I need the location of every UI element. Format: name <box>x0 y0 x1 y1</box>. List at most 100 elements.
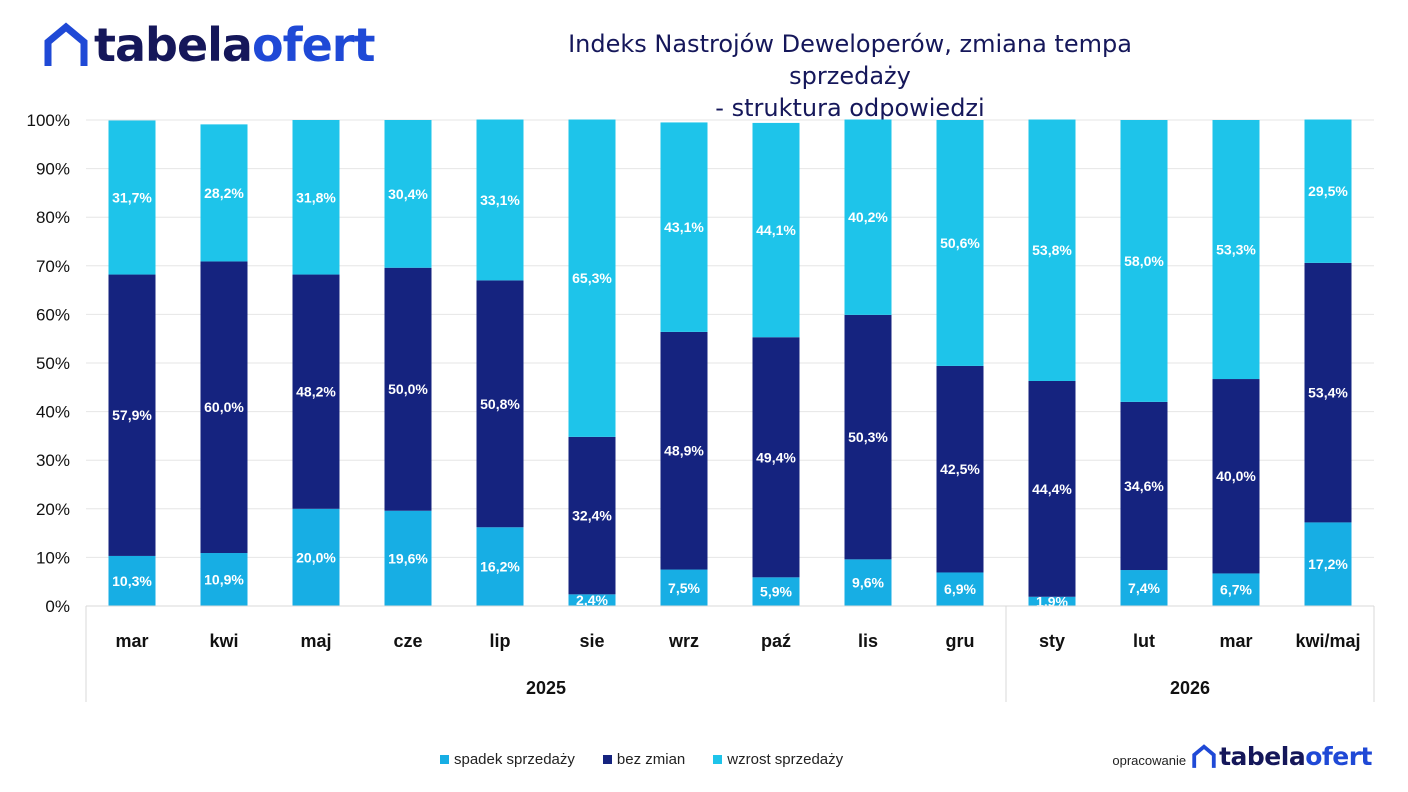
data-label: 33,1% <box>480 192 520 208</box>
bar-segment <box>292 274 340 509</box>
y-tick-label: 30% <box>36 451 70 470</box>
x-tick-label: cze <box>393 631 422 651</box>
bar-segment <box>108 555 156 606</box>
data-label: 19,6% <box>388 550 428 566</box>
chart-title-line2: - struktura odpowiedzi <box>715 94 985 122</box>
bar-segment <box>1212 120 1260 380</box>
bar-segment <box>108 120 156 275</box>
x-tick-label: lut <box>1133 631 1155 651</box>
data-label: 48,9% <box>664 443 704 459</box>
data-label: 5,9% <box>760 584 792 600</box>
x-tick-label: gru <box>946 631 975 651</box>
data-label: 6,7% <box>1220 582 1252 598</box>
x-tick-label: wrz <box>668 631 699 651</box>
bar-segment <box>568 594 616 606</box>
data-label: 29,5% <box>1308 183 1348 199</box>
bar-segment <box>936 120 984 366</box>
data-label: 57,9% <box>112 407 152 423</box>
y-tick-label: 90% <box>36 160 70 179</box>
bar-segment <box>1304 522 1352 606</box>
house-outline-icon <box>44 22 88 66</box>
x-tick-label: kwi <box>209 631 238 651</box>
data-label: 9,6% <box>852 575 884 591</box>
data-label: 16,2% <box>480 559 520 575</box>
footer-brand-name: tabelaofert <box>1219 742 1372 771</box>
bar-segment <box>384 510 432 606</box>
data-label: 17,2% <box>1308 556 1348 572</box>
bar-segment <box>568 436 616 595</box>
data-label: 7,4% <box>1128 580 1160 596</box>
bar-segment <box>936 365 984 573</box>
y-tick-label: 100% <box>27 111 70 130</box>
data-label: 53,3% <box>1216 242 1256 258</box>
data-label: 48,2% <box>296 384 336 400</box>
y-tick-label: 0% <box>45 597 70 616</box>
data-label: 44,1% <box>756 222 796 238</box>
data-label: 30,4% <box>388 186 428 202</box>
bar-segment <box>476 527 524 606</box>
bar-segment <box>752 337 800 578</box>
y-tick-label: 70% <box>36 257 70 276</box>
bar-segment <box>292 508 340 606</box>
chart-legend: spadek sprzedaży bez zmian wzrost sprzed… <box>440 751 843 768</box>
bar-segment <box>936 572 984 606</box>
x-tick-label: lis <box>858 631 878 651</box>
data-label: 44,4% <box>1032 481 1072 497</box>
bar-segment <box>1120 401 1168 571</box>
data-label: 42,5% <box>940 461 980 477</box>
footer-brand-logo: tabelaofert <box>1192 744 1372 769</box>
bar-segment <box>1212 379 1260 574</box>
footer-credit: opracowanie tabelaofert <box>1112 744 1372 769</box>
data-label: 65,3% <box>572 270 612 286</box>
legend-swatch <box>602 755 612 764</box>
data-label: 20,0% <box>296 549 336 565</box>
data-label: 6,9% <box>944 581 976 597</box>
x-tick-label: sie <box>579 631 604 651</box>
bar-segment <box>1028 380 1076 597</box>
chart-title: Indeks Nastrojów Deweloperów, zmiana tem… <box>520 28 1180 124</box>
bar-segment <box>752 577 800 606</box>
bar-segment <box>844 559 892 606</box>
year-group-label: 2025 <box>526 678 566 698</box>
data-label: 10,3% <box>112 573 152 589</box>
brand-name: tabelaofert <box>94 18 375 72</box>
brand-logo: tabelaofert <box>44 18 375 72</box>
legend-label: spadek sprzedaży <box>454 751 575 768</box>
data-label: 7,5% <box>668 580 700 596</box>
bar-segment <box>476 119 524 281</box>
house-outline-icon <box>1192 744 1216 768</box>
bar-segment <box>384 120 432 268</box>
bar-segment <box>752 122 800 338</box>
bar-segment <box>1028 596 1076 606</box>
x-tick-label: mar <box>115 631 148 651</box>
x-tick-label: kwi/maj <box>1295 631 1360 651</box>
y-tick-label: 80% <box>36 208 70 227</box>
bar-segment <box>1028 119 1076 381</box>
bar-segment <box>844 119 892 315</box>
y-tick-label: 20% <box>36 500 70 519</box>
legend-item-bez-zmian: bez zmian <box>602 751 685 768</box>
bar-segment <box>1120 570 1168 606</box>
legend-item-spadek: spadek sprzedaży <box>440 751 575 768</box>
bar-segment <box>384 267 432 511</box>
x-tick-label: lip <box>490 631 511 651</box>
bar-segment <box>568 119 616 437</box>
year-group-label: 2026 <box>1170 678 1210 698</box>
bar-segment <box>660 122 708 332</box>
data-label: 28,2% <box>204 185 244 201</box>
y-tick-label: 40% <box>36 403 70 422</box>
data-label: 40,0% <box>1216 468 1256 484</box>
bar-segment <box>200 261 248 554</box>
footer-label: opracowanie <box>1112 753 1187 768</box>
bar-segment <box>292 120 340 275</box>
bar-segment <box>200 124 248 262</box>
bar-segment <box>200 553 248 606</box>
x-tick-label: sty <box>1039 631 1065 651</box>
y-tick-label: 60% <box>36 305 70 324</box>
bar-segment <box>1304 262 1352 523</box>
data-label: 53,8% <box>1032 242 1072 258</box>
data-label: 58,0% <box>1124 253 1164 269</box>
x-tick-label: mar <box>1219 631 1252 651</box>
data-label: 40,2% <box>848 209 888 225</box>
